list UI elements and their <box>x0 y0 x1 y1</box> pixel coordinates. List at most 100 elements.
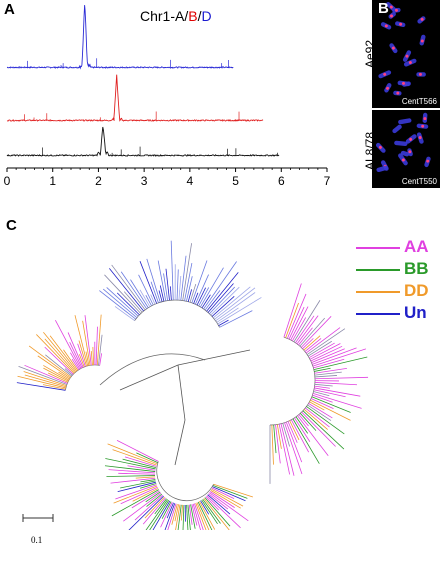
chromosome <box>380 22 392 30</box>
tree-branch <box>192 503 201 530</box>
tree-branch <box>302 410 345 450</box>
tree-branch <box>309 343 341 360</box>
tree-branch <box>208 493 229 510</box>
tree-branch <box>160 502 173 528</box>
chromosome <box>395 21 406 28</box>
tree-branch <box>308 403 333 419</box>
clade-arc <box>269 336 316 426</box>
tree-branch <box>145 499 169 530</box>
tree-branch <box>312 348 367 367</box>
tree-branch <box>285 302 299 338</box>
tree-branch <box>314 382 358 386</box>
chromosome <box>392 124 402 134</box>
tree-branch <box>116 292 140 316</box>
tree-branch <box>206 272 239 312</box>
legend-item-un: Un <box>356 303 442 325</box>
chromosome <box>392 7 401 13</box>
tree-branch <box>206 495 241 529</box>
legend-item-bb: BB <box>356 259 442 281</box>
x-tick-label: 1 <box>49 174 56 188</box>
tree-branch <box>299 413 317 431</box>
tree-branch <box>194 503 204 530</box>
tree-branch <box>305 407 330 428</box>
tree-branch <box>67 332 84 368</box>
tree-branch <box>135 476 156 479</box>
tree-branch <box>114 306 135 321</box>
tree-branch <box>282 423 290 447</box>
tree-arc <box>99 353 206 386</box>
legend-label-dd: DD <box>404 281 429 300</box>
tree-branch <box>44 338 76 373</box>
tree-branch <box>149 500 170 530</box>
tree-branch <box>16 382 66 391</box>
tree-branch <box>314 383 333 387</box>
x-tick-label: 5 <box>232 174 239 188</box>
tree-branch <box>175 504 181 530</box>
tree-branch <box>122 458 157 469</box>
chromosome <box>424 156 431 168</box>
tree-branch <box>128 495 164 530</box>
tree-branch <box>43 365 70 381</box>
tree-branch <box>77 343 86 367</box>
tree-branch <box>119 364 179 391</box>
tree-branch <box>204 290 221 311</box>
legend-label-un: Un <box>404 303 427 322</box>
tree-branch <box>115 484 157 500</box>
tree-branch <box>218 319 229 326</box>
tree-branch <box>165 268 170 301</box>
trace-A <box>6 5 234 70</box>
tree-branch <box>203 498 230 530</box>
tree-branch <box>109 268 144 312</box>
tree-branch <box>186 504 189 530</box>
chromosome <box>416 132 424 144</box>
tree-branch <box>99 290 136 320</box>
tree-branch <box>150 294 156 305</box>
tree-branch <box>170 240 174 301</box>
tree-branch <box>187 289 193 302</box>
tree-branch <box>209 286 236 315</box>
tree-branch <box>203 261 237 310</box>
tree-branch <box>99 353 103 366</box>
tree-branch <box>213 483 254 498</box>
tree-branch <box>193 292 199 304</box>
tree-branch <box>111 264 146 311</box>
x-tick-label: 3 <box>141 174 148 188</box>
tree-branch <box>278 423 291 475</box>
tree-branch <box>174 504 180 522</box>
tree-branch <box>37 355 71 379</box>
tree-branch <box>124 456 157 467</box>
chromosome <box>398 118 412 125</box>
tree-branch <box>102 288 138 318</box>
tree-branch <box>299 317 325 347</box>
tree-branch <box>23 371 67 386</box>
tree-branch <box>198 287 210 307</box>
tree-branch <box>311 396 351 413</box>
tree-branch <box>44 346 74 375</box>
tree-branch <box>286 293 307 339</box>
chromosome <box>405 134 417 144</box>
tree-branch <box>314 375 337 378</box>
tree-branch <box>134 494 163 521</box>
tree-branch <box>164 503 176 530</box>
tree-branch <box>290 306 309 341</box>
tree-branch <box>116 440 159 462</box>
tree-branch <box>275 424 281 464</box>
tree-branch <box>314 367 347 374</box>
tree-branch <box>280 423 295 476</box>
tree-branch <box>285 421 303 463</box>
tree-branch <box>142 497 166 525</box>
tree-branch <box>55 320 82 369</box>
tree-branch <box>310 399 351 421</box>
tree-branch <box>63 349 79 371</box>
tree-branch <box>199 501 216 530</box>
tree-branch <box>217 297 262 325</box>
tree-branch <box>287 421 298 443</box>
chromosome <box>394 140 408 147</box>
tree-branch <box>219 310 253 328</box>
tree-branch <box>123 492 162 522</box>
tree-branch <box>204 497 231 527</box>
tree-branch <box>283 283 302 338</box>
tree-branch <box>107 443 158 465</box>
chromosome <box>402 50 412 62</box>
tree-branch <box>138 274 154 306</box>
